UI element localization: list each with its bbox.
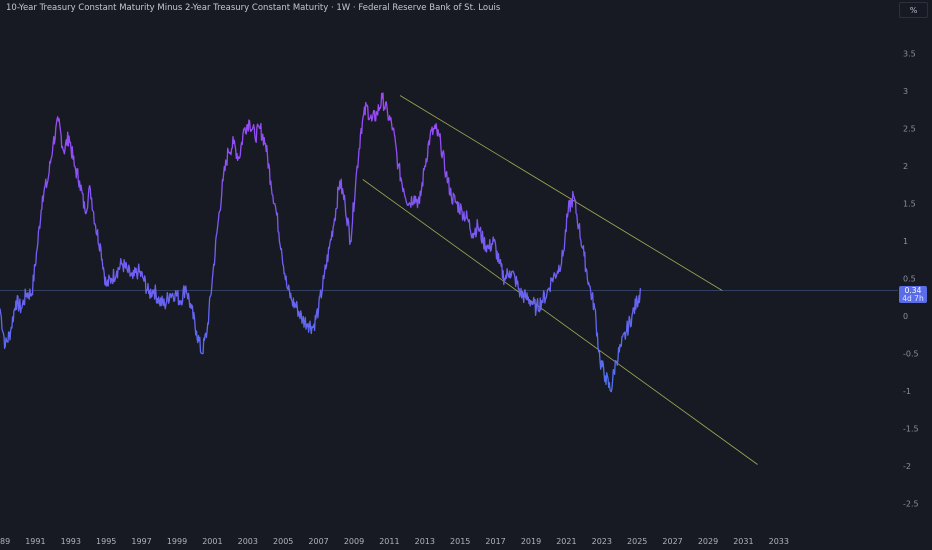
- x-tick-label: 2029: [698, 537, 718, 546]
- x-tick-label: 2019: [521, 537, 541, 546]
- y-tick-label: 1: [903, 237, 908, 246]
- x-tick-label: 2009: [344, 537, 364, 546]
- x-tick-label: 2021: [556, 537, 576, 546]
- y-tick-label: 0.5: [903, 275, 916, 284]
- trendline-2[interactable]: [362, 179, 758, 465]
- chart-title: 10-Year Treasury Constant Maturity Minus…: [6, 3, 501, 13]
- y-axis-ticks: -2.5 -2 -1.5 -1 -0.5 0 0.5 1 1.5 2 2.5 3 3.5: [903, 50, 919, 509]
- last-value-badge: 0.34 4d 7h: [899, 286, 927, 303]
- x-tick-label: 2005: [273, 537, 293, 546]
- y-tick-label: 3: [903, 87, 908, 96]
- x-tick-label: 2025: [627, 537, 647, 546]
- x-tick-label: 1993: [61, 537, 81, 546]
- bar-countdown-text: 4d 7h: [902, 294, 924, 303]
- y-tick-label: 0: [903, 312, 908, 321]
- unit-toggle-button[interactable]: %: [899, 2, 928, 18]
- x-tick-label: 2007: [308, 537, 328, 546]
- x-tick-label: 1991: [25, 537, 45, 546]
- y-tick-label: 2: [903, 162, 908, 171]
- y-tick-label: 3.5: [903, 50, 916, 59]
- x-tick-label: 2027: [662, 537, 682, 546]
- x-tick-label: 1999: [167, 537, 187, 546]
- series-line: [0, 92, 642, 393]
- x-tick-label: 2011: [379, 537, 399, 546]
- x-tick-label: 2033: [769, 537, 789, 546]
- y-tick-label: -0.5: [903, 350, 919, 359]
- x-tick-label: 2023: [592, 537, 612, 546]
- trendline-1[interactable]: [399, 95, 723, 291]
- y-tick-label: -2.5: [903, 500, 919, 509]
- y-tick-label: 1.5: [903, 200, 916, 209]
- x-tick-label: 2017: [485, 537, 505, 546]
- x-tick-label: 2001: [202, 537, 222, 546]
- x-tick-label: 1989: [0, 537, 10, 546]
- y-tick-label: -1.5: [903, 425, 919, 434]
- x-axis-ticks: 1989 1991 1993 1995 1997 1999 2001 2003 2005 2007…: [0, 537, 789, 546]
- y-tick-label: -2: [903, 462, 911, 471]
- y-tick-label: 2.5: [903, 125, 916, 134]
- x-tick-label: 1995: [96, 537, 116, 546]
- x-tick-label: 1997: [131, 537, 151, 546]
- y-tick-label: -1: [903, 387, 911, 396]
- x-tick-label: 2015: [450, 537, 470, 546]
- x-tick-label: 2003: [238, 537, 258, 546]
- x-tick-label: 2031: [733, 537, 753, 546]
- last-value-text: 0.34: [904, 286, 922, 295]
- trendlines: [362, 95, 758, 465]
- x-tick-label: 2013: [415, 537, 435, 546]
